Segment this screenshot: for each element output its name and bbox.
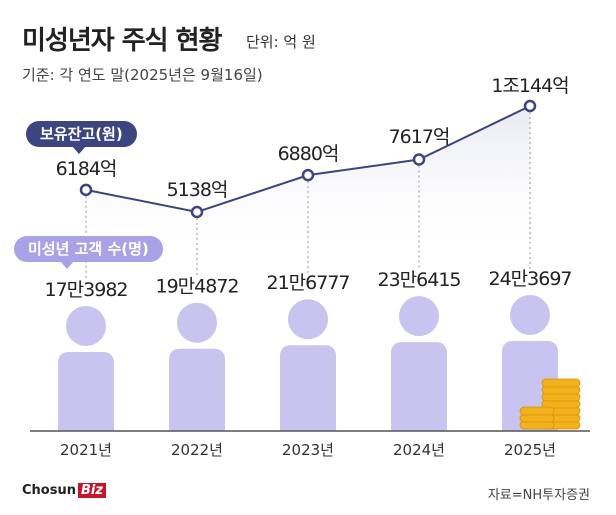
person-head (177, 302, 217, 343)
customers-data-label: 24만3697 (488, 268, 571, 290)
logo-box: Biz (77, 483, 106, 498)
coin-icon (541, 378, 581, 388)
person-body (169, 348, 225, 431)
chosunbiz-logo: Chosun Biz (22, 483, 106, 498)
customers-data-label: 23만6415 (377, 269, 460, 291)
person-body-base (280, 419, 336, 431)
x-tick-label: 2022년 (171, 441, 223, 459)
person-body (280, 345, 336, 431)
person-head (399, 296, 439, 337)
person-head (66, 306, 106, 346)
x-tick-label: 2025년 (504, 441, 556, 459)
person-body (391, 342, 447, 431)
holdings-point (301, 168, 315, 182)
holdings-data-label: 5138억 (167, 179, 228, 201)
customers-data-label: 19만4872 (155, 276, 238, 298)
holdings-data-label: 6184억 (56, 158, 117, 180)
x-tick-label: 2024년 (393, 441, 445, 459)
holdings-data-label: 7617억 (389, 126, 450, 148)
coin-icon (519, 406, 555, 416)
person-head (510, 295, 550, 335)
holdings-data-label: 6880억 (278, 143, 339, 165)
person-body (58, 352, 114, 431)
page-title: 미성년자 주식 현황 (22, 26, 222, 56)
holdings-point (523, 99, 537, 113)
x-tick-label: 2021년 (60, 441, 112, 459)
customers-data-label: 21만6777 (266, 272, 349, 294)
person-head (288, 299, 328, 340)
basis-note: 기준: 각 연도 말(2025년은 9월16일) (22, 66, 263, 84)
customers-series-label: 미성년 고객 수(명) (14, 236, 163, 269)
holdings-point (412, 153, 426, 166)
holdings-point (190, 205, 204, 219)
holdings-data-label: 1조144억 (491, 75, 568, 97)
customers-data-label: 17만3982 (44, 279, 127, 301)
person-body-base (169, 419, 225, 431)
person-body-base (58, 419, 114, 431)
source-note: 자료=NH투자증권 (487, 488, 590, 503)
holdings-point (79, 183, 93, 197)
x-tick-label: 2023년 (282, 441, 334, 459)
person-body-base (391, 419, 447, 431)
unit-label: 단위: 억 원 (246, 33, 316, 51)
logo-text: Chosun (22, 483, 76, 498)
holdings-series-label: 보유잔고(원) (26, 121, 137, 154)
